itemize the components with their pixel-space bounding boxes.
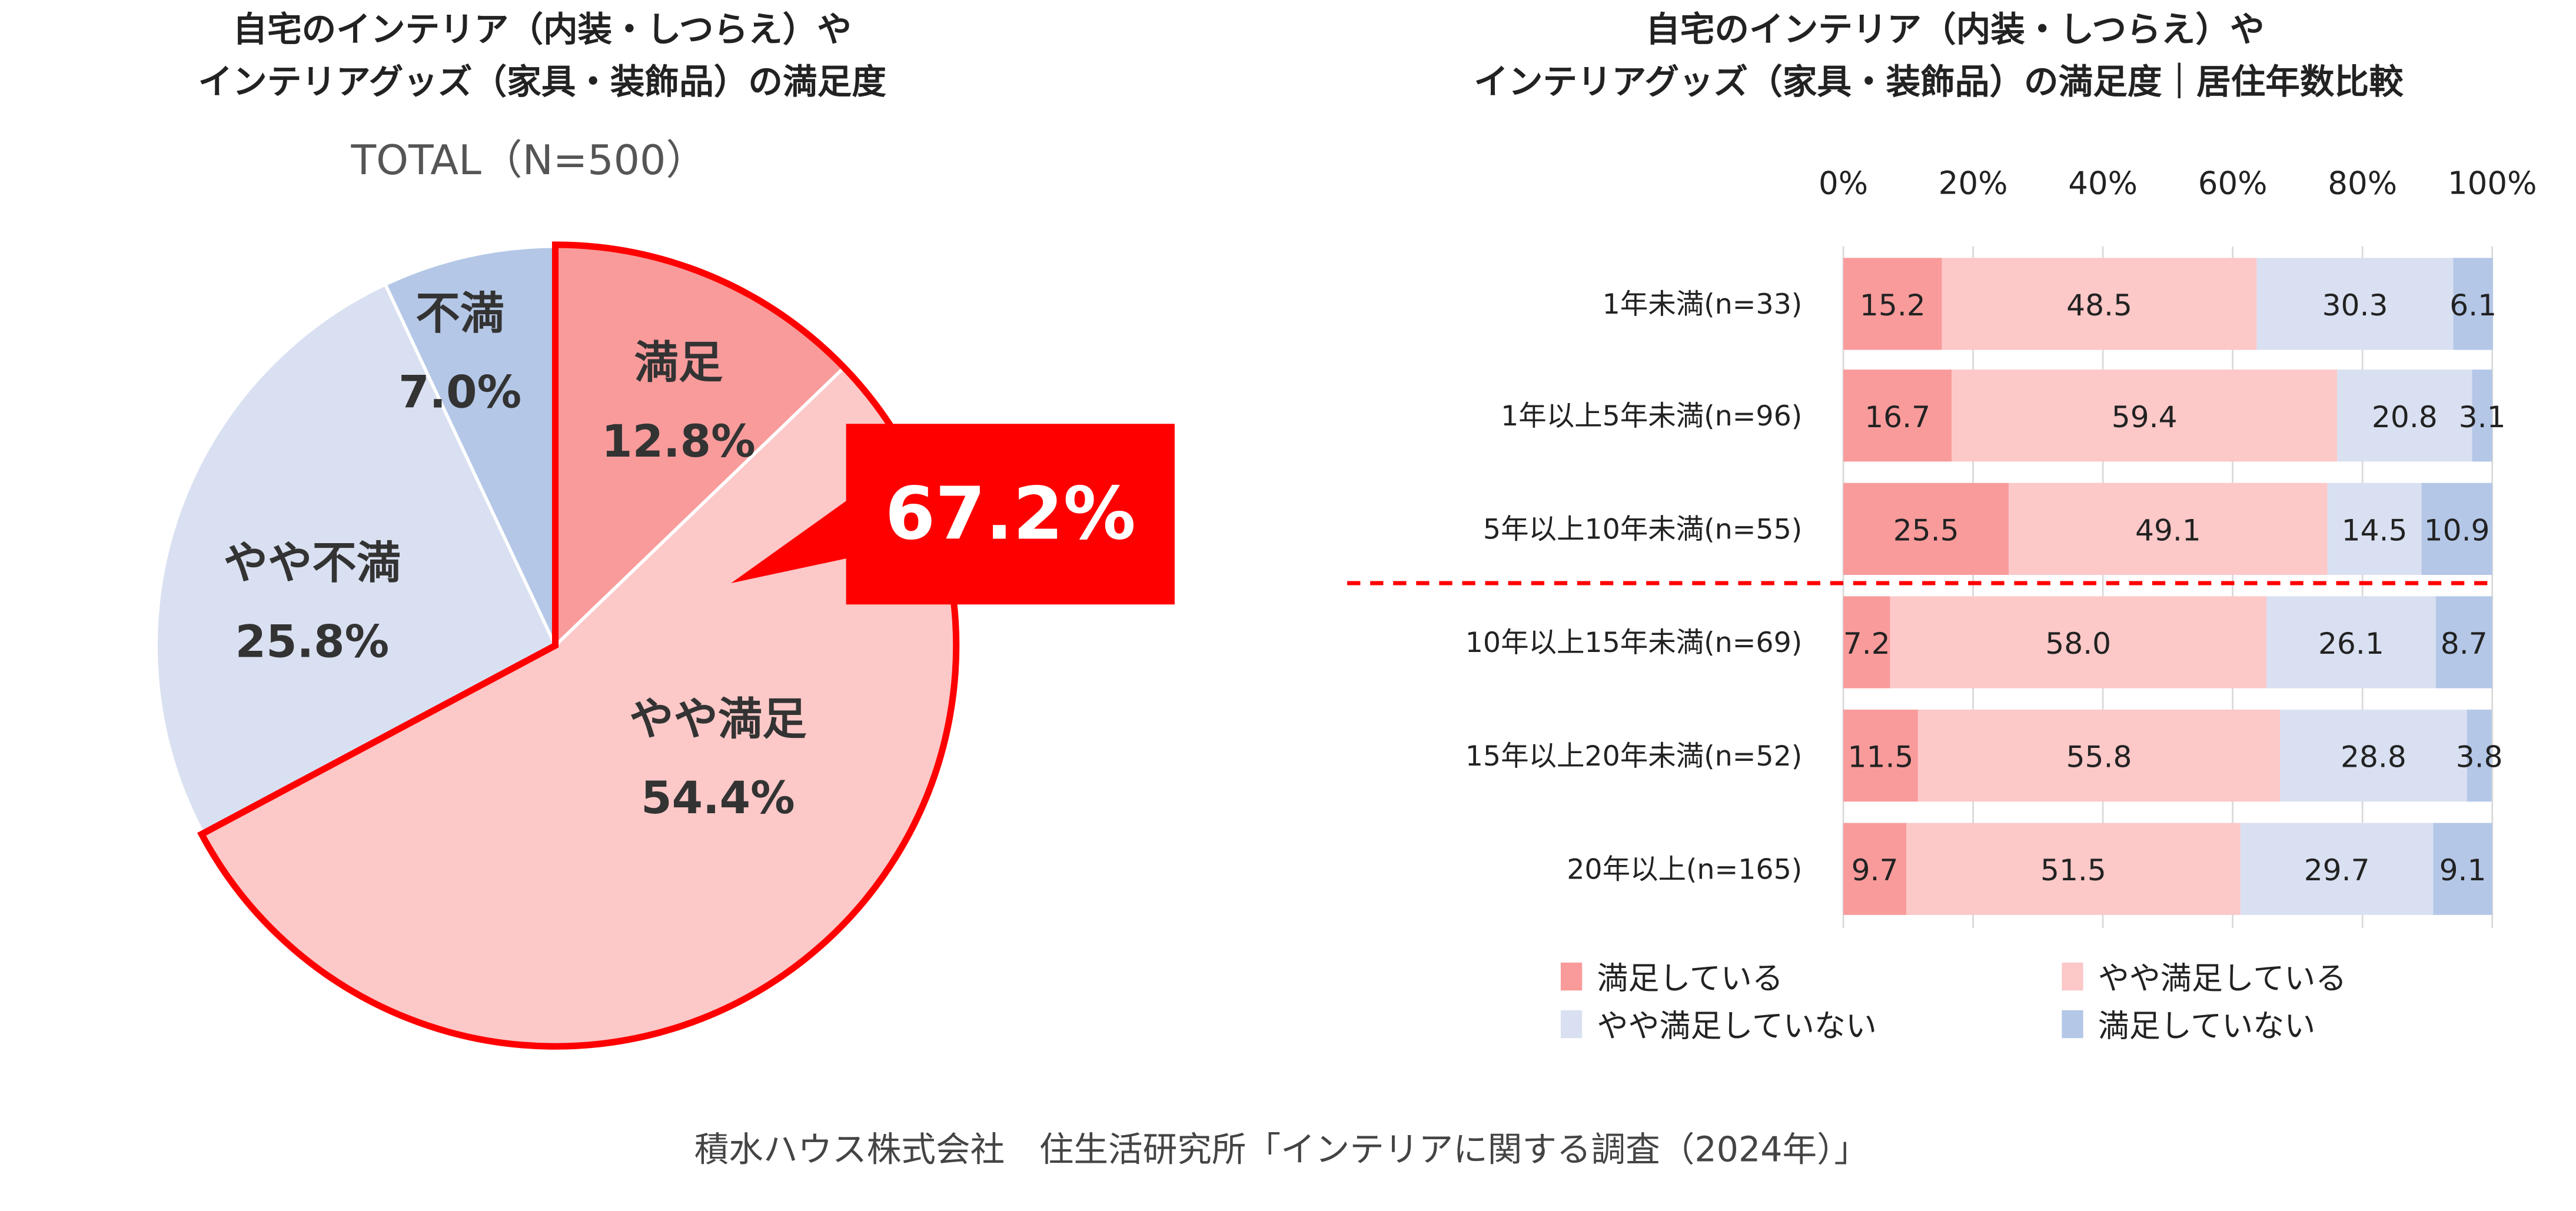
pie-subtitle: TOTAL（N=500） [351, 137, 707, 184]
category-label: 20年以上(n=165) [1567, 853, 1802, 886]
callout: 67.2% [731, 424, 1175, 605]
bar-value-label: 25.5 [1893, 513, 1959, 547]
x-tick-label: 20% [1939, 165, 2008, 201]
pie-slice-value: 54.4% [641, 772, 795, 824]
bar-value-label: 26.1 [2318, 626, 2384, 661]
bar-value-label: 49.1 [2135, 513, 2201, 547]
bar-segment [2433, 823, 2492, 915]
bar-segment [1843, 823, 1907, 915]
bar-segment [1890, 596, 2266, 688]
bar-value-label: 9.1 [2439, 853, 2487, 887]
bar-segment [1843, 258, 1942, 350]
x-tick-label: 100% [2448, 165, 2537, 201]
pie-title-line2: インテリアグッズ（家具・装飾品）の満足度 [198, 62, 887, 102]
pie-slice-label: やや満足 [629, 693, 806, 745]
legend-swatch [2062, 962, 2083, 991]
category-label: 5年以上10年未満(n=55) [1483, 514, 1802, 546]
bar-chart: 0% 20% 40% 60% 80% 100% 1年未満(n=33) 15.2 48.5 30.3… [1347, 165, 2537, 1044]
pie-highlight-outline [197, 241, 960, 1050]
pie-slice-label: 満足 [634, 337, 723, 388]
bar-segment [2421, 483, 2492, 575]
category-label: 1年未満(n=33) [1603, 288, 1803, 321]
pie-slice-value: 7.0% [398, 366, 521, 418]
bar-segment [2435, 596, 2492, 688]
x-tick-label: 40% [2068, 165, 2138, 201]
bar-segment [1843, 370, 1952, 462]
x-tick-label: 80% [2328, 165, 2397, 201]
bar-value-label: 55.8 [2066, 740, 2132, 774]
bar-value-label: 48.5 [2066, 288, 2132, 322]
bar-value-label: 29.7 [2304, 853, 2370, 887]
bar-value-label: 30.3 [2322, 288, 2388, 322]
bar-segment [1917, 709, 2281, 802]
bar-segment [2337, 370, 2472, 462]
legend-swatch [1560, 1010, 1583, 1039]
bar-title-line2: インテリアグッズ（家具・装飾品）の満足度｜居住年数比較 [1474, 62, 2404, 102]
legend-label: やや満足していない [1597, 1007, 1877, 1044]
bar-value-label: 16.7 [1864, 400, 1930, 434]
x-tick-label: 60% [2198, 165, 2268, 201]
bar-value-label: 8.7 [2441, 626, 2488, 661]
bar-segment [2472, 370, 2492, 462]
bar-value-label: 15.2 [1860, 288, 1926, 322]
legend-label: 満足していない [2098, 1007, 2316, 1044]
bar-segment [1843, 709, 1918, 802]
bar-value-label: 59.4 [2112, 400, 2178, 434]
bar-value-label: 10.9 [2424, 513, 2490, 547]
bar-value-label: 28.8 [2341, 740, 2407, 774]
legend-swatch [2062, 1010, 2083, 1039]
bar-segment [1952, 370, 2338, 462]
legend-swatch [1560, 962, 1583, 991]
bar-value-label: 51.5 [2040, 853, 2106, 887]
legend-label: やや満足している [2098, 960, 2347, 996]
category-label: 10年以上15年未満(n=69) [1465, 627, 1803, 659]
bar-value-label: 3.8 [2456, 740, 2503, 774]
callout-value: 67.2% [885, 472, 1136, 556]
pie-slice-value: 12.8% [601, 415, 755, 467]
bar-segment [1942, 258, 2257, 350]
pie-slice-value: 25.8% [235, 616, 389, 668]
footer-source: 積水ハウス株式会社 住生活研究所「インテリアに関する調査（2024年）」 [694, 1130, 1869, 1170]
pie-slice-label: 不満 [416, 287, 504, 339]
bar-segment [2266, 596, 2436, 688]
pie-chart: 満足 12.8% やや満足 54.4% やや不満 25.8% 不満 7.0% [154, 241, 960, 1050]
bar-value-label: 7.2 [1843, 626, 1890, 661]
bar-value-label: 9.7 [1852, 853, 1899, 887]
bar-segment [1843, 483, 2009, 575]
bar-value-label: 3.1 [2459, 400, 2506, 434]
bar-value-label: 14.5 [2342, 513, 2408, 547]
bar-segment [2453, 258, 2493, 350]
category-label: 15年以上20年未満(n=52) [1465, 740, 1803, 773]
bar-segment [1906, 823, 2241, 915]
bar-segment [1843, 596, 1890, 688]
bar-segment [2256, 258, 2454, 350]
pie-title-line1: 自宅のインテリア（内装・しつらえ）や [232, 9, 851, 49]
bar-segment [2009, 483, 2328, 575]
bar-value-label: 20.8 [2372, 400, 2438, 434]
pie-slice-label: やや不満 [224, 537, 401, 589]
bar-segment [2467, 709, 2492, 802]
callout-box [731, 424, 1175, 605]
pie-slice [383, 244, 557, 647]
x-tick-label: 0% [1819, 165, 1868, 201]
bar-title-line1: 自宅のインテリア（内装・しつらえ）や [1646, 9, 2264, 49]
bar-value-label: 58.0 [2045, 626, 2111, 661]
legend-label: 満足している [1597, 960, 1783, 996]
bar-segment [2327, 483, 2422, 575]
category-label: 1年以上5年未満(n=96) [1501, 400, 1802, 432]
bar-value-label: 11.5 [1848, 740, 1914, 774]
bar-segment [2240, 823, 2434, 915]
bar-value-label: 6.1 [2449, 288, 2497, 322]
bar-segment [2280, 709, 2467, 802]
